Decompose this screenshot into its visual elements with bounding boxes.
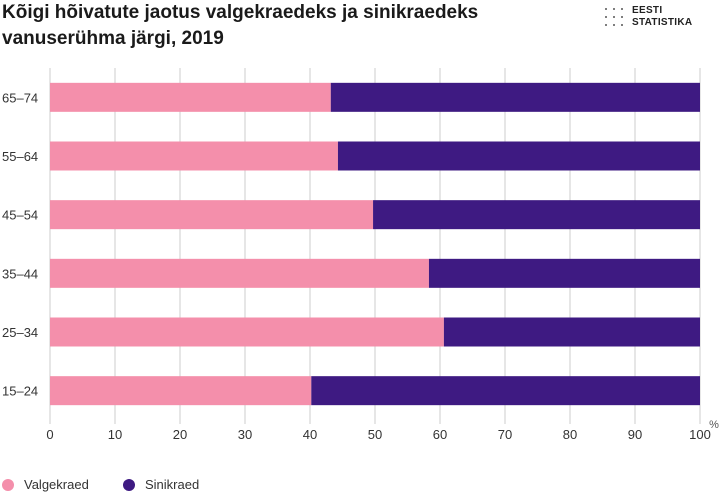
statistics-estonia-logo: EESTI STATISTIKA [604, 5, 714, 29]
gridlines [49, 68, 701, 424]
x-tick-label: 100 [689, 427, 711, 442]
bar-sinikraed-25-34 [443, 317, 700, 347]
category-label: 45–54 [2, 208, 38, 223]
legend-swatch-sinikraed [123, 479, 135, 491]
bar-sinikraed-65-74 [330, 82, 700, 112]
x-tick-labels: 0 10 20 30 40 50 60 70 80 90 100 [46, 427, 710, 442]
category-label: 25–34 [2, 325, 38, 340]
x-axis-unit-label: % [709, 419, 719, 431]
logo-line-1: EESTI [632, 5, 663, 16]
bar-valgekraed-35-44 [50, 258, 429, 288]
bar-sinikraed-55-64 [337, 141, 700, 171]
x-tick-label: 60 [433, 427, 447, 442]
category-label: 35–44 [2, 266, 38, 281]
category-labels: 65–74 55–64 45–54 35–44 25–34 15–24 [2, 90, 38, 398]
legend-label-sinikraed: Sinikraed [145, 477, 200, 492]
x-tick-label: 10 [108, 427, 122, 442]
x-tick-label: 50 [368, 427, 382, 442]
x-tick-label: 20 [173, 427, 187, 442]
x-tick-label: 0 [46, 427, 53, 442]
x-tick-label: 70 [498, 427, 512, 442]
bar-valgekraed-25-34 [50, 317, 444, 347]
bar-valgekraed-45-54 [50, 200, 374, 230]
logo-line-2: STATISTIKA [632, 17, 693, 28]
bar-valgekraed-65-74 [50, 82, 331, 112]
bar-valgekraed-55-64 [50, 141, 338, 171]
x-tick-label: 80 [563, 427, 577, 442]
bar-sinikraed-35-44 [428, 258, 700, 288]
chart-title: Kõigi hõivatute jaotus valgekraedeks ja … [2, 2, 479, 49]
bar-sinikraed-45-54 [373, 200, 700, 230]
bar-sinikraed-15-24 [311, 376, 700, 406]
stacked-bar-chart: 65–74 55–64 45–54 35–44 25–34 15–24 0 10 20 30 40… [2, 68, 719, 442]
x-tick-label: 30 [238, 427, 252, 442]
bars [50, 82, 700, 406]
legend-label-valgekraed: Valgekraed [24, 477, 89, 492]
logo-text: EESTI STATISTIKA [632, 5, 692, 29]
category-label: 65–74 [2, 90, 38, 105]
logo-dots-icon [605, 8, 623, 26]
x-tick-label: 90 [628, 427, 642, 442]
legend-swatch-valgekraed [2, 479, 14, 491]
x-tick-label: 40 [303, 427, 317, 442]
bar-valgekraed-15-24 [50, 376, 312, 406]
category-label: 55–64 [2, 149, 38, 164]
category-label: 15–24 [2, 384, 38, 399]
